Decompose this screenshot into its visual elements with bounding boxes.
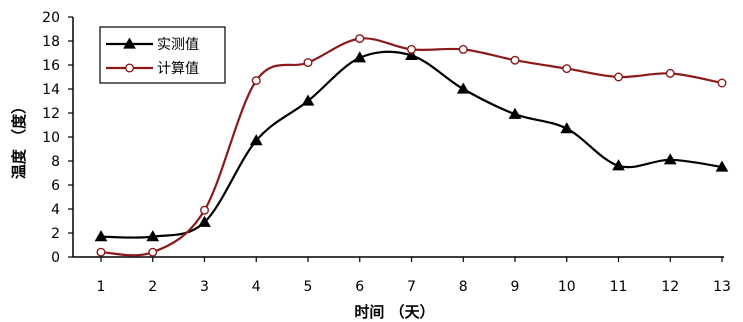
x-tick-label: 5: [304, 279, 313, 295]
data-point: [717, 78, 727, 88]
x-tick-label: 12: [661, 279, 679, 295]
plot-series: [94, 34, 729, 257]
legend-marker: [124, 63, 134, 73]
x-tick-label: 9: [511, 279, 520, 295]
y-tick-label: 4: [51, 202, 60, 218]
x-tick-label: 8: [459, 279, 468, 295]
y-tick-label: 14: [42, 82, 60, 98]
data-point: [303, 58, 313, 68]
y-tick-label: 10: [42, 130, 60, 146]
data-point: [612, 159, 625, 171]
y-axis: 0 2 4 6 8 10 12 14 16 18 20: [42, 10, 74, 266]
y-axis-title: 温度 （度）: [10, 99, 28, 179]
y-tick-label: 16: [42, 58, 60, 74]
data-point: [405, 48, 418, 61]
legend-label: 实测值: [157, 37, 199, 53]
x-tick-label: 13: [713, 279, 731, 295]
y-tick-label: 8: [51, 154, 60, 170]
data-point: [407, 44, 417, 54]
x-axis-title: 时间 （天）: [354, 303, 434, 321]
x-tick-label: 11: [610, 279, 628, 295]
legend-marker: [123, 37, 136, 49]
data-point: [199, 205, 209, 215]
data-point: [665, 68, 675, 78]
data-point: [355, 34, 365, 44]
data-point: [301, 94, 315, 106]
series-2: [96, 34, 727, 257]
data-point: [510, 55, 520, 65]
data-point: [562, 64, 572, 74]
data-point: [353, 51, 367, 63]
data-point: [251, 76, 261, 86]
series-1: [94, 48, 729, 242]
legend-label: 计算值: [157, 61, 199, 77]
y-tick-label: 6: [51, 178, 60, 194]
data-point: [96, 247, 106, 257]
x-tick-label: 3: [200, 279, 209, 295]
data-point: [146, 230, 160, 242]
data-point: [458, 44, 468, 54]
x-tick-label: 6: [355, 279, 364, 295]
data-point: [148, 247, 158, 257]
y-tick-label: 20: [42, 10, 60, 26]
x-tick-label: 4: [252, 279, 261, 295]
data-point: [249, 134, 263, 146]
legend-item: 计算值: [106, 61, 199, 77]
data-point: [94, 230, 108, 242]
data-point: [198, 215, 211, 227]
legend-item: 实测值: [106, 37, 199, 53]
data-point: [715, 160, 729, 172]
x-tick-label: 2: [148, 279, 157, 295]
y-tick-label: 18: [42, 34, 60, 50]
data-point: [456, 82, 470, 94]
data-point: [663, 153, 677, 165]
x-axis: 1 2 3 4 5 6 7 8 9 10 11 12 13: [73, 256, 731, 295]
data-point: [614, 72, 624, 82]
data-point: [508, 107, 522, 119]
x-tick-label: 10: [558, 279, 576, 295]
x-tick-label: 7: [407, 279, 416, 295]
data-point: [560, 122, 574, 134]
y-tick-label: 0: [51, 250, 60, 266]
x-tick-label: 1: [97, 279, 106, 295]
legend-box: [99, 26, 226, 84]
y-tick-label: 12: [42, 106, 60, 122]
y-tick-label: 2: [51, 226, 60, 242]
